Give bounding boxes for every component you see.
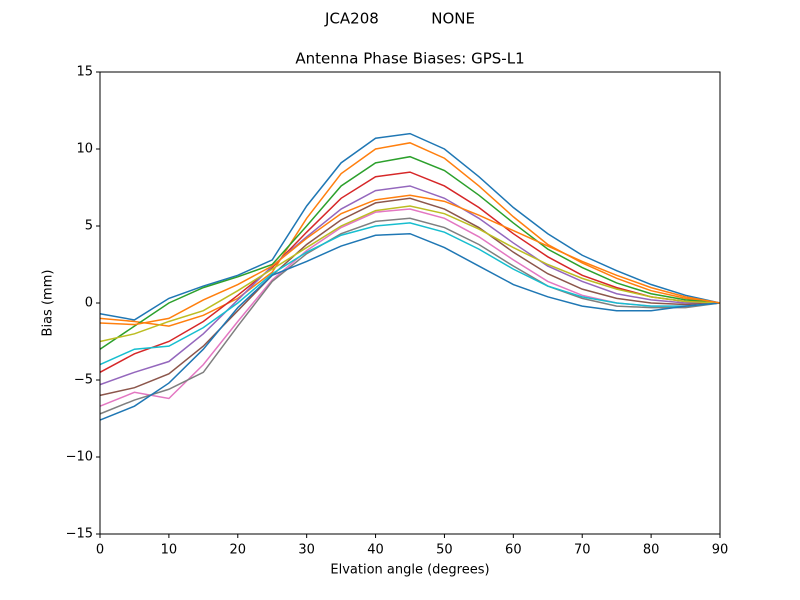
x-tick-label: 20 [230, 543, 247, 558]
y-tick-label: −15 [66, 527, 93, 542]
y-tick-label: 0 [85, 296, 93, 311]
x-tick-label: 10 [161, 543, 178, 558]
series-line [99, 197, 721, 397]
y-axis-label: Bias (mm) [41, 270, 56, 337]
x-tick-label: 60 [505, 543, 522, 558]
x-tick-label: 80 [643, 543, 660, 558]
x-tick-label: 90 [712, 543, 729, 558]
series-line [99, 171, 721, 373]
y-tick-label: −5 [74, 373, 93, 388]
plot-frame [99, 71, 721, 535]
series-line [99, 205, 721, 343]
series-line [99, 194, 721, 326]
series-line [99, 142, 721, 327]
series-line [99, 155, 721, 350]
y-tick-label: −10 [66, 450, 93, 465]
x-tick-label: 0 [96, 543, 104, 558]
chart-title: Antenna Phase Biases: GPS-L1 [295, 50, 524, 68]
x-tick-label: 50 [436, 543, 453, 558]
series-line [99, 185, 720, 386]
x-axis-label: Elvation angle (degrees) [330, 563, 489, 578]
y-tick-label: 10 [76, 142, 93, 157]
y-tick-label: 5 [85, 219, 93, 234]
x-tick-label: 70 [574, 543, 591, 558]
series-line [99, 222, 721, 366]
x-tick-label: 30 [298, 543, 315, 558]
suptitle: JCA208 NONE [324, 10, 475, 28]
series-line [99, 232, 721, 421]
series-line [99, 217, 721, 415]
y-tick-label: 15 [76, 65, 93, 80]
x-tick-label: 40 [367, 543, 384, 558]
series-line [99, 132, 721, 321]
